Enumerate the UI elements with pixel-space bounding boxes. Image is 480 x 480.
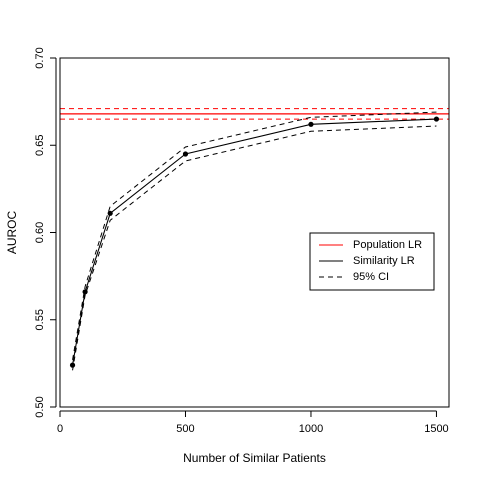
- similarity-lr-point: [107, 210, 113, 216]
- plot-frame: [59, 57, 450, 408]
- legend-label: Similarity LR: [353, 255, 415, 267]
- axes: 0 500 1000 1500 0.50 0.55 0.60 0.65 0.70: [34, 47, 450, 435]
- similarity-lr-point: [433, 116, 440, 122]
- similarity-lr-point: [69, 362, 76, 368]
- y-axis-title: AUROC: [5, 211, 19, 255]
- legend: Population LR Similarity LR 95% CI: [309, 232, 435, 291]
- y-tick-label: 0.55: [34, 309, 46, 330]
- similarity-lr-line: [72, 118, 437, 366]
- y-tick-label: 0.70: [34, 47, 46, 68]
- similarity-lr-point: [182, 151, 189, 157]
- y-tick-label: 0.60: [34, 222, 46, 243]
- y-tick-label: 0.50: [34, 396, 46, 417]
- x-tick-label: 1000: [299, 423, 323, 435]
- plot-area: [60, 108, 449, 371]
- x-tick-label: 500: [176, 423, 194, 435]
- x-axis-title: Number of Similar Patients: [183, 451, 326, 465]
- y-tick-label: 0.65: [34, 135, 46, 156]
- similarity-lr-point: [82, 289, 88, 295]
- legend-label: 95% CI: [353, 271, 389, 283]
- similarity-lr-point: [308, 121, 314, 127]
- x-tick-label: 0: [57, 423, 63, 435]
- similarity-ci-lower-line: [72, 125, 437, 371]
- legend-label: Population LR: [353, 239, 422, 251]
- x-tick-label: 1500: [424, 423, 448, 435]
